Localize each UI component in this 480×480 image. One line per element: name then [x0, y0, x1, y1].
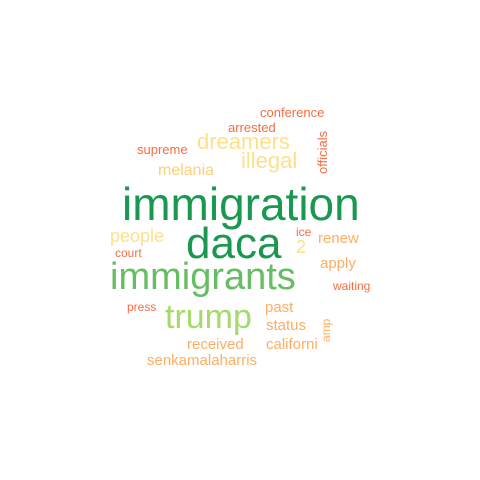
word-senkamalaharris: senkamalaharris: [147, 352, 258, 369]
word-renew: renew: [318, 230, 359, 247]
word-waiting: waiting: [333, 279, 371, 293]
word-immigrants: immigrants: [110, 256, 296, 298]
word-past: past: [265, 299, 294, 316]
word-people: people: [110, 226, 165, 246]
word-melania: melania: [158, 162, 215, 179]
word-status: status: [266, 317, 307, 334]
word-arrested: arrested: [228, 120, 276, 135]
word-illegal: illegal: [241, 148, 298, 173]
word-2: 2: [296, 237, 307, 257]
word-apply: apply: [320, 255, 356, 272]
word-dreamers: dreamers: [197, 129, 290, 154]
word-immigration: immigration: [122, 178, 360, 230]
word-amp: amp: [319, 318, 333, 342]
word-trump: trump: [165, 298, 252, 336]
word-supreme: supreme: [137, 142, 188, 157]
word-daca: daca: [186, 219, 282, 268]
word-court: court: [115, 246, 142, 260]
word-conference: conference: [260, 105, 325, 120]
word-ice: ice: [296, 225, 312, 239]
word-received: received: [187, 336, 244, 353]
word-press: press: [127, 300, 157, 314]
word-californi: californi: [266, 336, 318, 353]
word-officials: officials: [315, 130, 330, 174]
